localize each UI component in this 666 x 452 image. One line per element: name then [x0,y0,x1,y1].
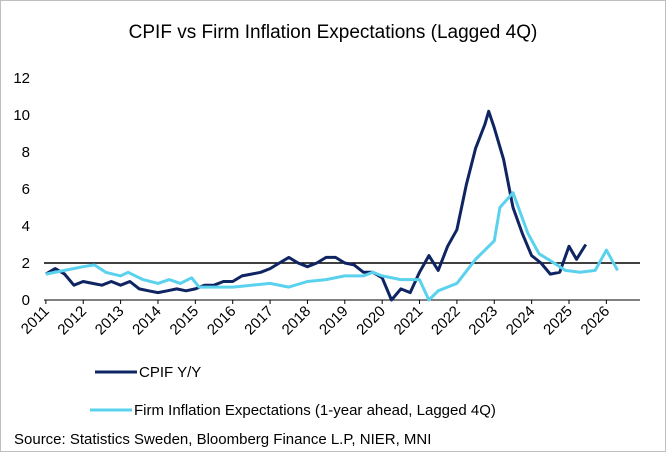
legend-label: Firm Inflation Expectations (1-year ahea… [134,402,496,419]
source: Source: Statistics Sweden, Bloomberg Fin… [14,431,431,448]
series-line [45,109,588,302]
y-tick-label: 2 [22,255,30,272]
y-tick-label: 8 [22,144,30,161]
y-tick-label: 6 [22,181,30,198]
series-line [45,191,619,302]
y-tick-label: 10 [13,107,30,124]
chart-title: CPIF vs Firm Inflation Expectations (Lag… [129,22,538,43]
y-tick-label: 12 [13,70,30,87]
y-tick-label: 4 [22,218,30,235]
y-tick-label: 0 [22,292,30,309]
legend-label: CPIF Y/Y [139,364,201,381]
